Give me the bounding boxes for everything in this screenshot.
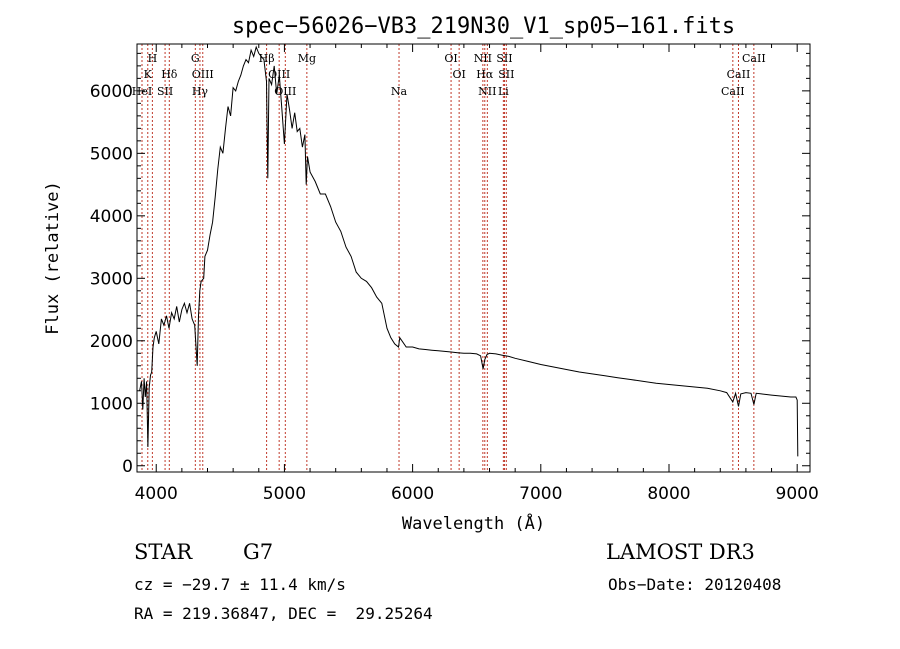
- y-tick-label-0: 0: [122, 457, 133, 477]
- chart-title: spec−56026−VB3_219N30_V1_sp05−161.fits: [232, 14, 735, 39]
- survey-name: LAMOST DR3: [606, 540, 755, 564]
- object-class: STAR: [134, 540, 193, 564]
- line-label-15: NII: [474, 52, 492, 65]
- line-label-17: Hα: [476, 68, 494, 81]
- x-tick-label-0: 4000: [135, 484, 178, 504]
- line-label-2: HeI: [132, 85, 152, 98]
- line-label-23: CaII: [721, 85, 745, 98]
- y-tick-label-2: 2000: [90, 332, 133, 352]
- line-label-7: Hγ: [192, 85, 209, 98]
- line-label-4: Hδ: [161, 68, 178, 81]
- observation-date: Obs−Date: 20120408: [608, 575, 782, 594]
- y-tick-label-3: 3000: [90, 269, 133, 289]
- line-label-3: SII: [157, 85, 173, 98]
- y-tick-label-6: 6000: [90, 82, 133, 102]
- line-label-10: OIII: [274, 85, 296, 98]
- y-axis-label: Flux (relative): [43, 181, 63, 335]
- line-label-22: CaII: [727, 68, 751, 81]
- redshift-velocity: cz = −29.7 ± 11.4 km/s: [134, 575, 346, 594]
- line-label-9: OIII: [268, 68, 290, 81]
- line-label-8: Hβ: [259, 52, 275, 65]
- line-label-16: SII: [496, 52, 512, 65]
- y-tick-label-5: 5000: [90, 144, 133, 164]
- line-label-5: G: [191, 52, 200, 65]
- y-tick-label-1: 1000: [90, 394, 133, 414]
- line-label-20: Li: [498, 85, 509, 98]
- line-label-12: Na: [391, 85, 408, 98]
- line-label-11: Mg: [298, 52, 316, 65]
- object-subclass: G7: [243, 540, 274, 564]
- x-axis-label: Wavelength (Å): [402, 512, 545, 534]
- x-tick-label-1: 5000: [263, 484, 306, 504]
- y-tick-label-4: 4000: [90, 207, 133, 227]
- line-label-14: OI: [452, 68, 465, 81]
- x-tick-label-3: 7000: [519, 484, 562, 504]
- line-label-21: CaII: [742, 52, 766, 65]
- line-label-6: OIII: [192, 68, 214, 81]
- x-tick-label-2: 6000: [391, 484, 434, 504]
- x-tick-label-4: 8000: [647, 484, 690, 504]
- line-label-1: K: [144, 68, 153, 81]
- line-label-19: NII: [478, 85, 496, 98]
- x-tick-label-5: 9000: [776, 484, 819, 504]
- line-label-0: H: [148, 52, 158, 65]
- line-label-13: OI: [444, 52, 457, 65]
- sky-coordinates: RA = 219.36847, DEC = 29.25264: [134, 604, 433, 623]
- spectrum-line: [139, 45, 799, 457]
- line-label-18: SII: [498, 68, 514, 81]
- plot-frame: [136, 43, 811, 473]
